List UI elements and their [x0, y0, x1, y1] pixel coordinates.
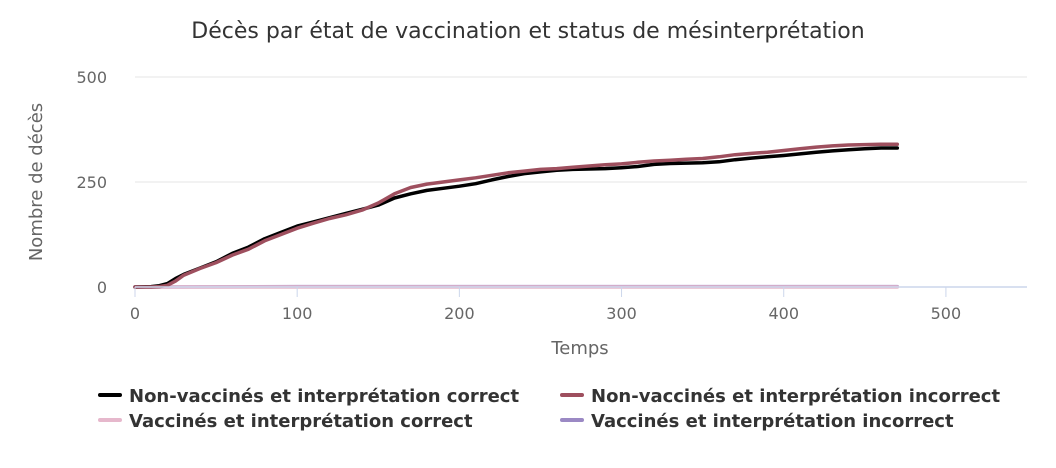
y-tick-label: 500	[76, 68, 107, 87]
x-tick-label: 500	[931, 304, 962, 323]
x-tick-label: 100	[282, 304, 313, 323]
y-axis-label: Nombre de décès	[26, 103, 47, 261]
legend-item: Vaccinés et interprétation incorrect	[562, 411, 954, 432]
x-tick-label: 200	[444, 304, 475, 323]
legend: Non-vaccinés et interprétation correct No…	[100, 386, 1000, 432]
legend-item: Non-vaccinés et interprétation correct	[100, 386, 519, 407]
legend-label: Vaccinés et interprétation incorrect	[591, 411, 954, 432]
y-tick-label: 0	[97, 278, 107, 297]
series-line	[135, 144, 897, 287]
y-tick-label: 250	[76, 173, 107, 192]
legend-label: Non-vaccinés et interprétation incorrect	[591, 386, 1000, 407]
axes: 0 250 500 0 100 200 300 400 500	[76, 68, 1027, 323]
x-tick-label: 300	[606, 304, 637, 323]
series-line	[135, 148, 897, 287]
legend-label: Vaccinés et interprétation correct	[129, 411, 473, 432]
x-axis-label: Temps	[550, 338, 608, 359]
chart-title: Décès par état de vaccination et status …	[191, 19, 864, 44]
legend-label: Non-vaccinés et interprétation correct	[129, 386, 519, 407]
legend-item: Non-vaccinés et interprétation incorrect	[562, 386, 1000, 407]
x-tick-label: 0	[130, 304, 140, 323]
x-tick-label: 400	[768, 304, 799, 323]
legend-item: Vaccinés et interprétation correct	[100, 411, 473, 432]
series-lines	[135, 144, 897, 287]
